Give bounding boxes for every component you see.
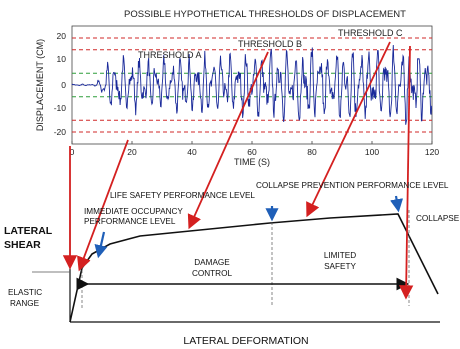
threshold-a-arrow-diagonal	[77, 139, 129, 272]
elastic-range-label: RANGE	[10, 299, 40, 308]
threshold-c-label: THRESHOLD C	[338, 28, 403, 38]
threshold-c-arrow	[306, 41, 391, 218]
collapse-prevention-marker	[390, 195, 404, 213]
x-tick-label: 60	[247, 147, 257, 157]
lateral-deformation-label: LATERAL DEFORMATION	[183, 335, 308, 347]
capacity-curve	[69, 213, 439, 323]
tick-lines	[71, 141, 433, 144]
immediate-occupancy-label: IMMEDIATE OCCUPANCY	[84, 207, 183, 216]
damage-control-label: CONTROL	[192, 269, 232, 278]
limited-safety-label: LIMITED	[324, 251, 356, 260]
x-tick-label: 100	[365, 147, 379, 157]
threshold-c-arrow-b	[398, 45, 414, 300]
collapse-prevention-label: COLLAPSE PREVENTION PERFORMANCE LEVEL	[256, 181, 449, 190]
y-tick-label: 0	[61, 80, 66, 90]
lateral-shear-label: SHEAR	[4, 239, 41, 251]
life-safety-label: LIFE SAFETY PERFORMANCE LEVEL	[110, 191, 255, 200]
x-tick-label: 80	[307, 147, 317, 157]
threshold-b-arrow	[187, 51, 269, 230]
threshold-b-label: THRESHOLD B	[238, 39, 302, 49]
limited-safety-label: SAFETY	[324, 262, 356, 271]
y-tick-label: 20	[57, 31, 67, 41]
x-tick-label: 40	[187, 147, 197, 157]
elastic-range-label: ELASTIC	[8, 288, 42, 297]
x-tick-label: 120	[425, 147, 439, 157]
damage-control-label: DAMAGE	[194, 258, 230, 267]
y-tick-label: -10	[54, 103, 67, 113]
y-tick-label: 10	[57, 54, 67, 64]
immediate-occupancy-label: PERFORMANCE LEVEL	[84, 217, 176, 226]
displacement-signal	[71, 44, 433, 125]
y-axis-label: DISPLACEMENT (CM)	[35, 39, 45, 131]
lateral-shear-label: LATERAL	[4, 225, 53, 237]
collapse-label: COLLAPSE	[416, 214, 460, 223]
y-tick-label: -20	[54, 127, 67, 137]
x-tick-label: 0	[70, 147, 75, 157]
x-axis-label: TIME (S)	[234, 157, 270, 167]
x-tick-label: 20	[127, 147, 137, 157]
chart-title: POSSIBLE HYPOTHETICAL THRESHOLDS OF DISP…	[124, 9, 406, 20]
immediate-occupancy-marker	[94, 231, 108, 259]
threshold-a-label: THRESHOLD A	[138, 50, 202, 60]
chart-plot-area	[71, 25, 433, 145]
